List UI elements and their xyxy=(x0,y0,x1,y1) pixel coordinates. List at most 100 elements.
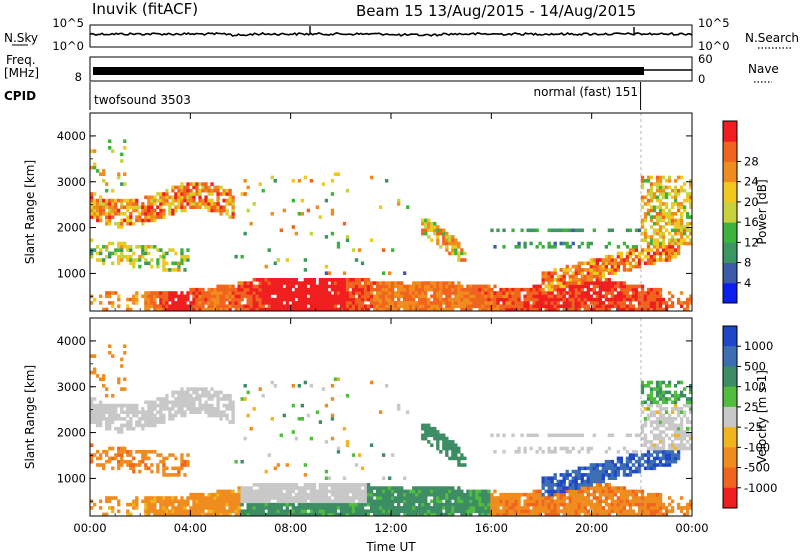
power-cell xyxy=(397,285,400,289)
power-cell xyxy=(659,255,662,259)
velocity-cell xyxy=(96,410,99,414)
velocity-cell xyxy=(156,420,159,424)
velocity-cell xyxy=(222,394,225,398)
velocity-cell xyxy=(656,434,659,438)
power-cell xyxy=(617,304,620,308)
velocity-cell xyxy=(427,440,430,444)
power-cell xyxy=(502,291,505,295)
velocity-cell xyxy=(677,503,680,507)
velocity-cell xyxy=(325,500,328,504)
velocity-cell xyxy=(373,506,376,510)
velocity-cell xyxy=(361,467,364,471)
velocity-cell xyxy=(105,500,108,504)
velocity-cell xyxy=(198,509,201,513)
station-title: Inuvik (fitACF) xyxy=(92,0,198,18)
velocity-cell xyxy=(358,490,361,494)
power-cell xyxy=(620,288,623,292)
power-cell xyxy=(460,248,463,252)
velocity-cell xyxy=(517,447,520,451)
power-cell xyxy=(463,304,466,308)
velocity-cell xyxy=(334,377,337,381)
velocity-cell xyxy=(608,460,611,464)
power-cell xyxy=(662,196,665,200)
power-cell xyxy=(219,295,222,299)
power-cell xyxy=(361,278,364,282)
velocity-cell xyxy=(358,493,361,497)
velocity-cell xyxy=(623,473,626,477)
power-cell xyxy=(334,301,337,305)
velocity-cell xyxy=(400,496,403,500)
power-cell xyxy=(629,265,632,269)
velocity-cell xyxy=(198,387,201,391)
velocity-cell xyxy=(602,476,605,480)
y-tick-label: 3000 xyxy=(57,380,86,394)
power-cell xyxy=(337,301,340,305)
power-cell xyxy=(159,295,162,299)
velocity-cell xyxy=(436,500,439,504)
velocity-cell xyxy=(165,467,168,471)
power-cell xyxy=(563,295,566,299)
velocity-cell xyxy=(210,493,213,497)
power-cell xyxy=(277,281,280,285)
power-cell xyxy=(346,298,349,302)
power-cell xyxy=(590,281,593,285)
velocity-cell xyxy=(183,500,186,504)
velocity-cell xyxy=(409,509,412,513)
velocity-cell xyxy=(144,457,147,461)
power-cell xyxy=(186,298,189,302)
velocity-cell xyxy=(96,404,99,408)
power-cell xyxy=(430,238,433,242)
power-cell xyxy=(481,295,484,299)
velocity-cell xyxy=(508,506,511,510)
velocity-cell xyxy=(141,410,144,414)
power-cell xyxy=(268,291,271,295)
velocity-cell xyxy=(93,453,96,457)
power-cell xyxy=(626,255,629,259)
velocity-cell xyxy=(563,500,566,504)
velocity-cell xyxy=(650,397,653,401)
freq-label: Freq. xyxy=(6,53,36,67)
power-cell xyxy=(210,202,213,206)
power-cell xyxy=(373,281,376,285)
velocity-cell xyxy=(454,490,457,494)
power-cell xyxy=(156,258,159,262)
velocity-cell xyxy=(529,496,532,500)
power-cell xyxy=(644,295,647,299)
velocity-cell xyxy=(542,450,545,454)
velocity-cell xyxy=(204,500,207,504)
velocity-cell xyxy=(150,470,153,474)
power-cell xyxy=(650,304,653,308)
velocity-cell xyxy=(617,486,620,490)
velocity-cell xyxy=(304,490,307,494)
power-cell xyxy=(475,295,478,299)
velocity-cell xyxy=(219,509,222,513)
velocity-cell xyxy=(415,509,418,513)
power-cell xyxy=(367,291,370,295)
velocity-cell xyxy=(117,453,120,457)
velocity-cell xyxy=(581,503,584,507)
velocity-cell xyxy=(207,500,210,504)
power-cell xyxy=(114,205,117,209)
velocity-cell xyxy=(307,486,310,490)
power-cell xyxy=(271,281,274,285)
power-cell xyxy=(677,232,680,236)
power-cell xyxy=(632,291,635,295)
power-cell xyxy=(409,288,412,292)
power-cell xyxy=(563,298,566,302)
velocity-cell xyxy=(409,506,412,510)
power-cell xyxy=(189,199,192,203)
velocity-cell xyxy=(445,493,448,497)
power-cell xyxy=(216,199,219,203)
velocity-cell xyxy=(590,503,593,507)
velocity-cell xyxy=(325,496,328,500)
power-cell xyxy=(210,291,213,295)
velocity-cell xyxy=(117,450,120,454)
velocity-cell xyxy=(442,503,445,507)
power-cell xyxy=(677,242,680,246)
power-cell xyxy=(93,205,96,209)
power-cell xyxy=(162,192,165,196)
velocity-cell xyxy=(424,427,427,431)
velocity-cell xyxy=(150,424,153,428)
power-cell xyxy=(653,291,656,295)
velocity-cell xyxy=(424,496,427,500)
